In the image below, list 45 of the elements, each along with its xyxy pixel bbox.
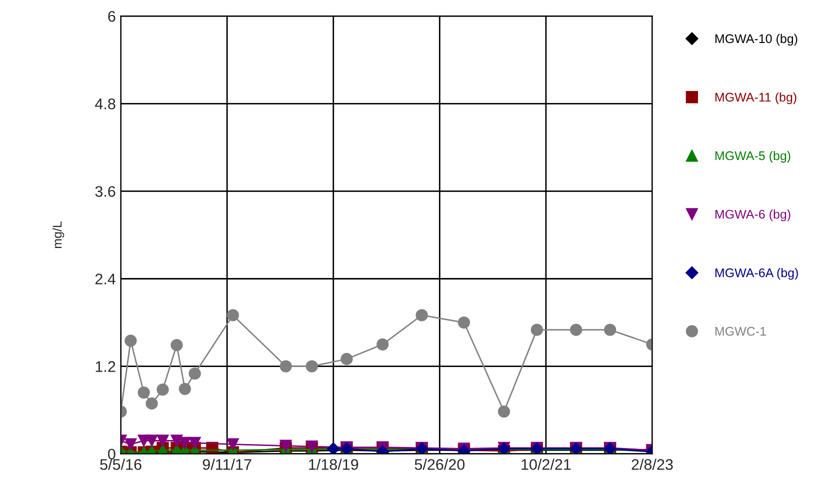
y-tick-label: 4.8 (95, 98, 116, 110)
point (530, 324, 543, 336)
legend-label: MGWA-10 (bg) (715, 34, 798, 46)
point (376, 338, 389, 350)
legend-label: MGWA-6 (bg) (715, 210, 790, 222)
x-tick-label: 5/5/16 (100, 458, 142, 470)
y-tick-label: 3.6 (95, 186, 116, 197)
point (326, 442, 340, 454)
point (188, 368, 201, 380)
x-tick-label: 2/8/23 (632, 458, 673, 470)
point (340, 352, 353, 366)
point (124, 334, 137, 347)
point (170, 434, 183, 447)
point (178, 436, 191, 449)
y-tick-label: 0 (108, 448, 116, 460)
x-tick-label: 9/11/17 (202, 458, 252, 470)
point (178, 382, 191, 395)
point (138, 386, 150, 399)
point (124, 438, 137, 450)
x-tick-label: 10/2/21 (522, 458, 571, 470)
point (498, 405, 510, 418)
legend-label: MGWA-5 (bg) (715, 150, 790, 163)
point (416, 309, 428, 322)
y-axis-title: mg/L (52, 221, 64, 248)
x-tick-label: 5/26/20 (414, 458, 465, 470)
y-tick-label: 6 (108, 10, 116, 22)
y-tick-label: 1.2 (96, 361, 116, 372)
point (280, 360, 292, 372)
point (146, 434, 158, 447)
point (156, 384, 169, 396)
point (170, 339, 183, 352)
point (156, 434, 169, 447)
point (570, 324, 582, 336)
point (188, 436, 201, 449)
legend-label: MGWA-11 (bg) (715, 92, 796, 104)
point (146, 397, 158, 410)
point (604, 324, 616, 336)
point (306, 360, 318, 372)
point (226, 438, 239, 450)
y-tick-label: 2.4 (95, 274, 116, 284)
point (458, 316, 470, 329)
point (226, 309, 239, 322)
x-tick-label: 1/18/19 (309, 458, 358, 470)
legend-label: MGWC-1 (715, 326, 766, 336)
legend-label: MGWA-6A (bg) (715, 268, 798, 280)
